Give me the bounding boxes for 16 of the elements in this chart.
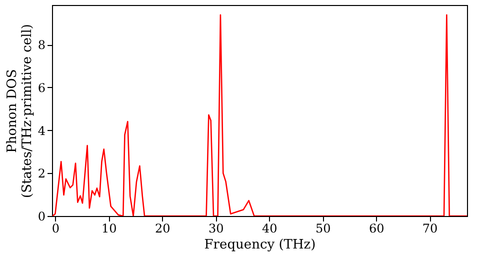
y-tick-label: 4 xyxy=(38,124,46,138)
y-axis-title: Phonon DOS (States/THz·primitive cell) xyxy=(4,24,35,198)
line-series xyxy=(52,14,467,216)
x-tick-label: 30 xyxy=(208,222,224,236)
x-tick-label: 40 xyxy=(262,222,278,236)
x-tick-label: 20 xyxy=(155,222,170,236)
y-tick-label: 0 xyxy=(38,210,46,224)
x-tick-label: 50 xyxy=(315,222,331,236)
x-axis-title: Frequency (THz) xyxy=(204,238,316,252)
y-tick-label: 2 xyxy=(38,166,46,181)
x-tick-label: 70 xyxy=(422,222,438,236)
x-tick-label: 0 xyxy=(52,222,60,236)
x-tick-label: 60 xyxy=(368,222,384,236)
y-tick-label: 6 xyxy=(38,80,46,95)
x-tick-label: 10 xyxy=(102,222,117,236)
y-tick-label: 8 xyxy=(38,38,46,52)
